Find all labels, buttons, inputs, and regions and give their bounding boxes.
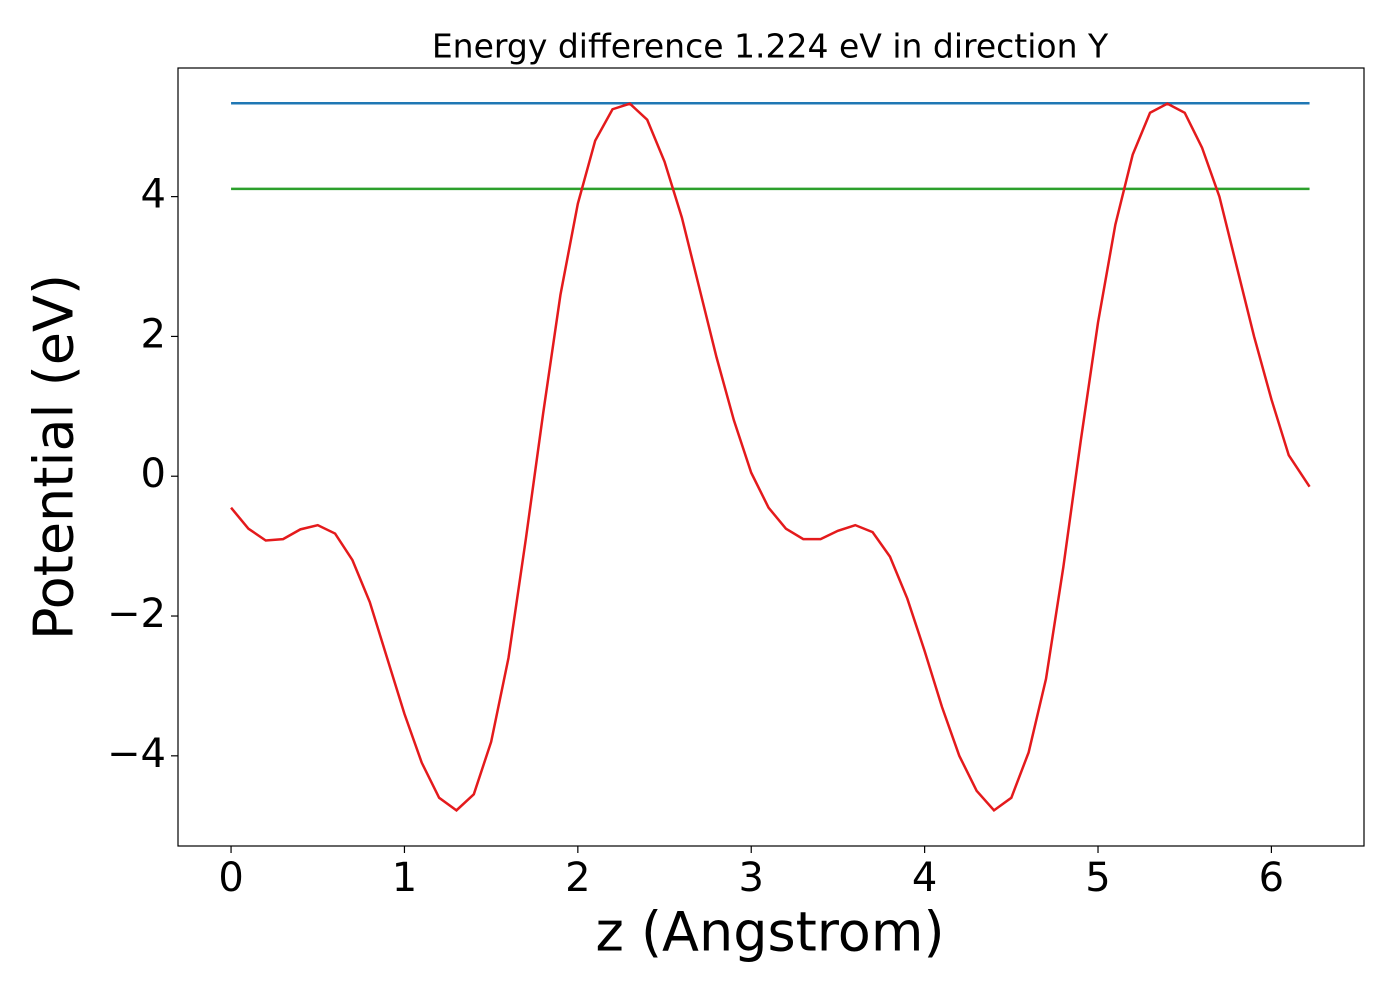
y-tick-label: 4 [141,172,166,218]
chart-title: Energy difference 1.224 eV in direction … [432,27,1109,66]
x-tick-label: 3 [739,855,764,901]
x-tick-label: 0 [218,855,243,901]
x-tick-label: 5 [1085,855,1110,901]
y-tick-label: −4 [107,731,166,777]
data-line [230,102,1311,813]
plot-frame [177,67,1365,847]
y-tick-label: 0 [141,451,166,497]
y-axis-label: Potential (eV) [23,274,86,640]
x-tick-label: 4 [912,855,937,901]
y-tick-label: −2 [107,591,166,637]
x-tick-label: 1 [392,855,417,901]
x-tick-label: 2 [565,855,590,901]
x-axis-label: z (Angstrom) [595,901,944,964]
x-tick-label: 6 [1259,855,1284,901]
y-tick-label: 2 [141,311,166,357]
